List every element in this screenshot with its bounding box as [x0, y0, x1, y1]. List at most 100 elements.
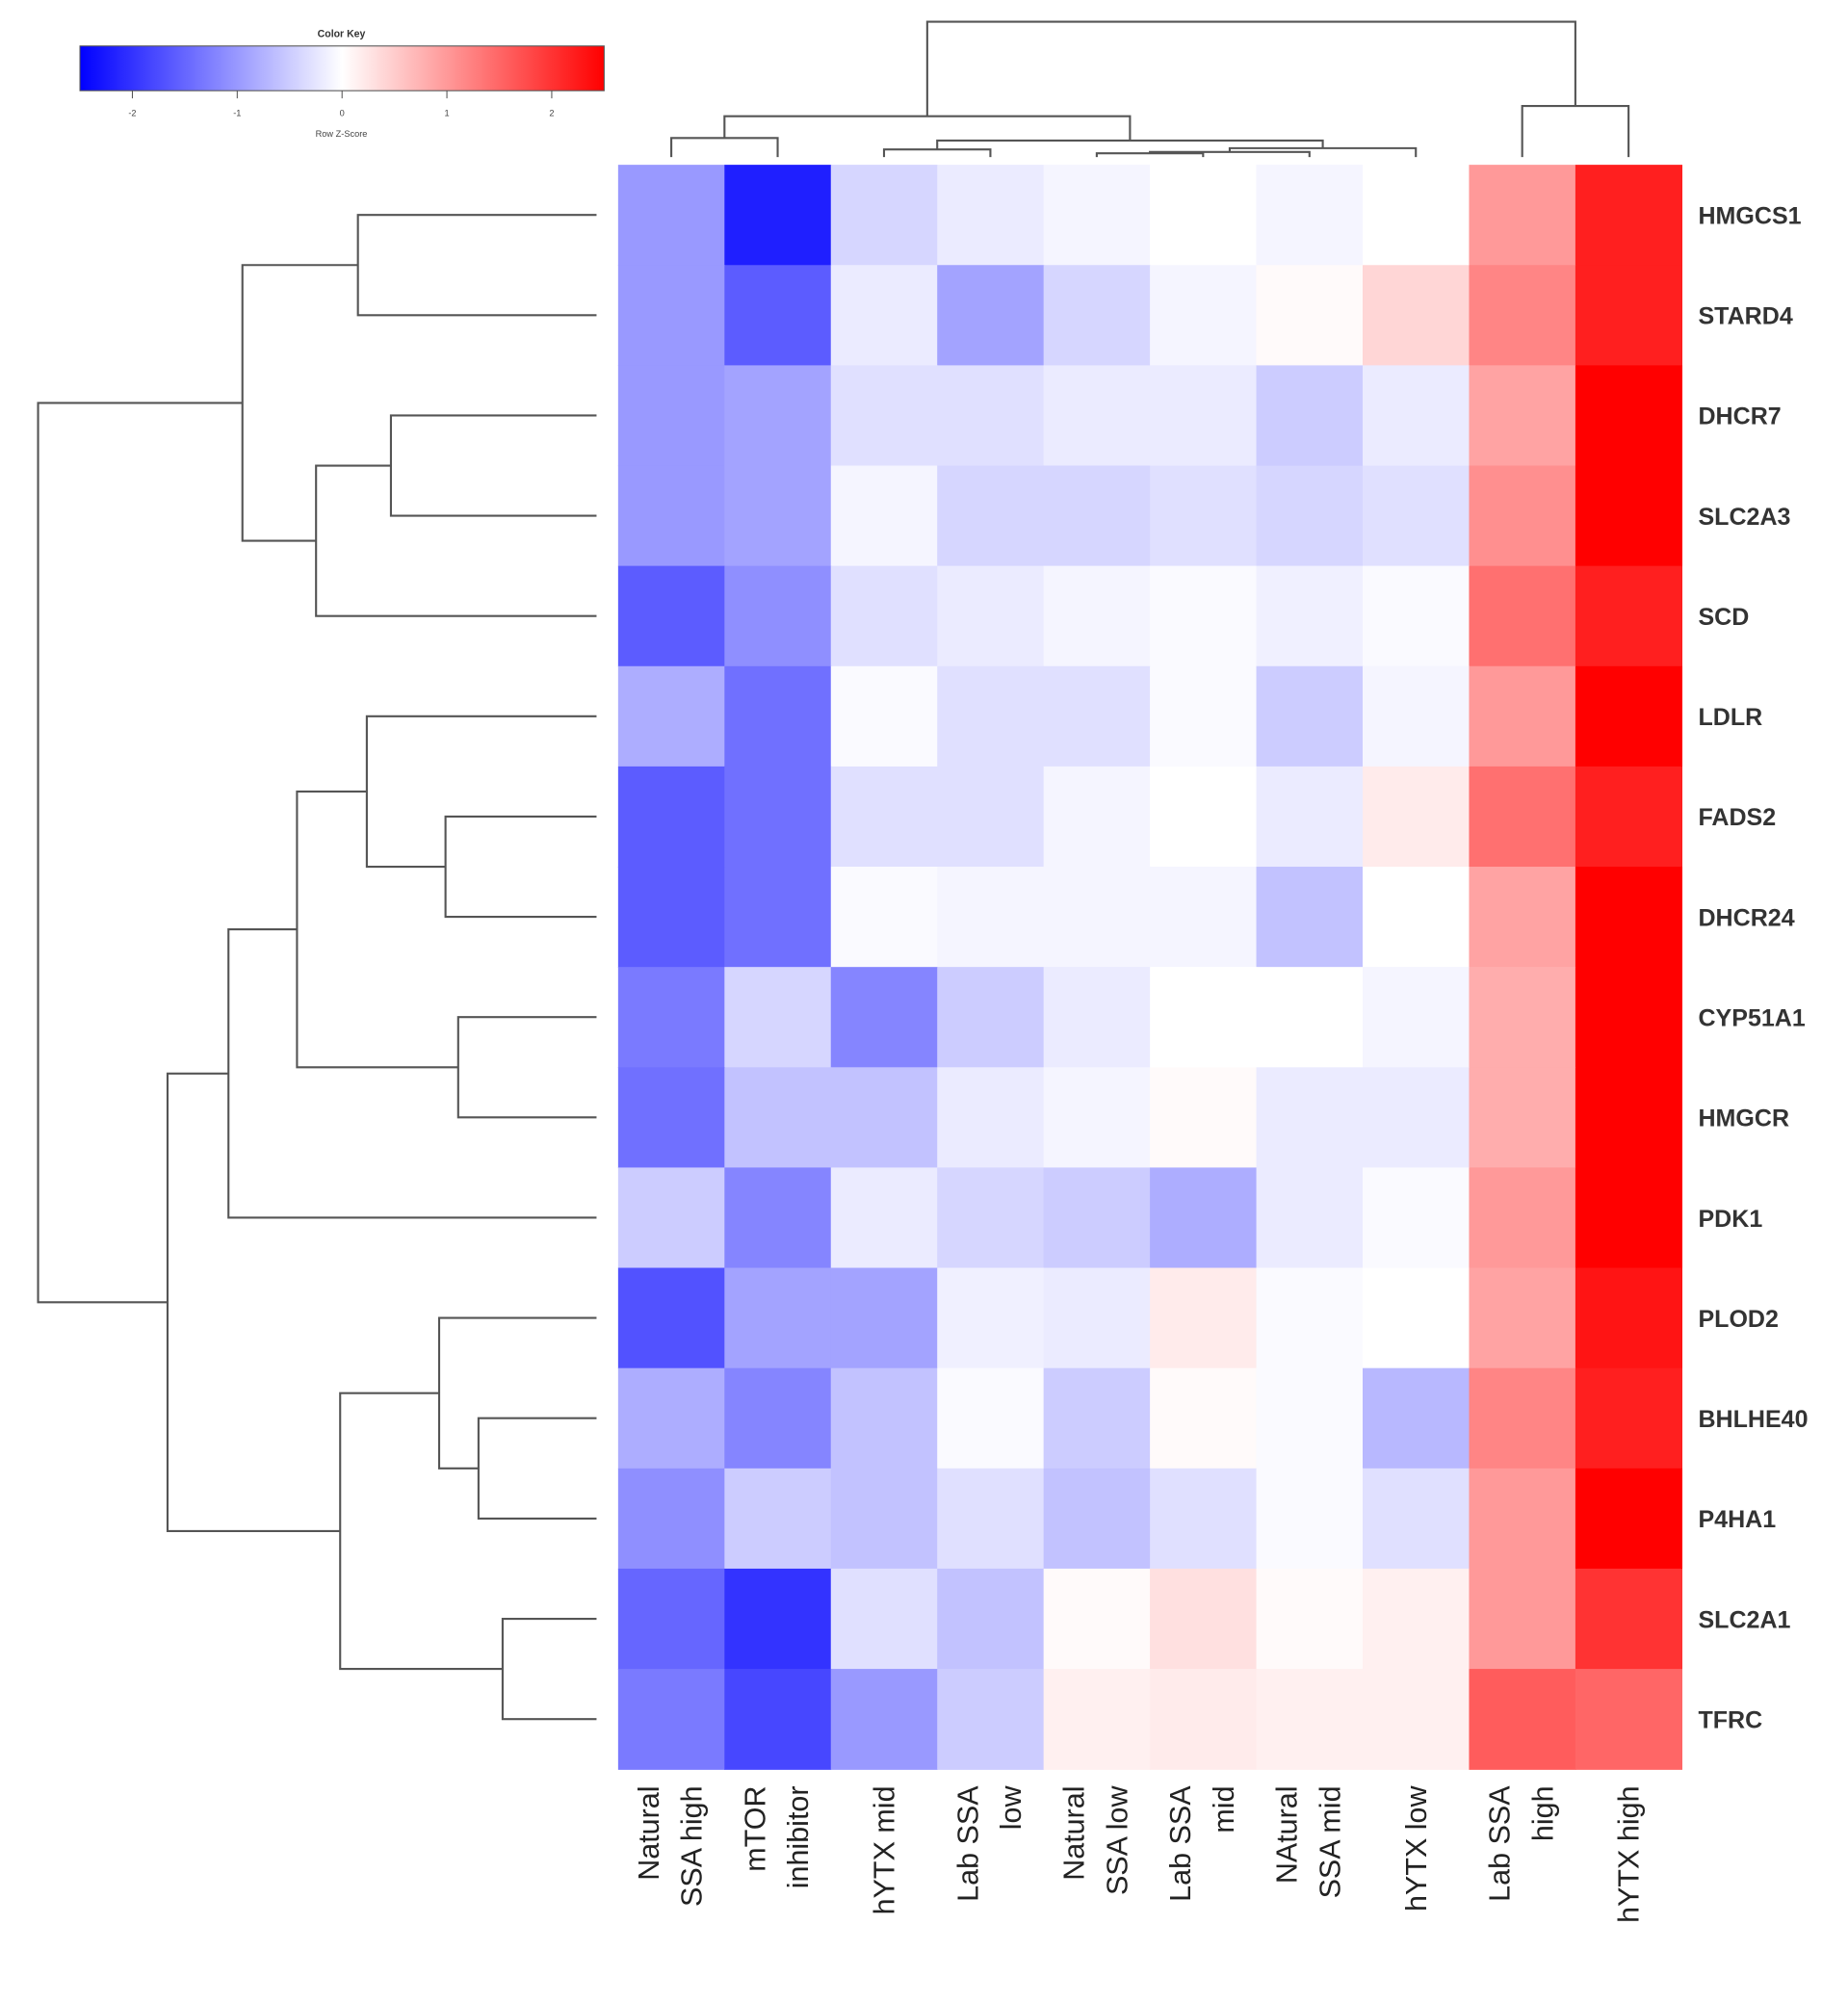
heatmap-cell	[1256, 365, 1364, 467]
heatmap-cell	[1363, 665, 1471, 767]
heatmap-cell	[830, 967, 938, 1068]
heatmap-cell	[1043, 1367, 1151, 1470]
row-label: DHCR7	[1698, 403, 1781, 430]
heatmap-cell	[1043, 867, 1151, 968]
heatmap-cell	[1575, 1167, 1683, 1269]
heatmap-cell	[830, 1067, 938, 1169]
heatmap-cell	[1575, 1568, 1683, 1670]
heatmap-cell	[937, 665, 1045, 767]
heatmap-cell	[1256, 1669, 1364, 1770]
heatmap-cell	[1469, 766, 1576, 868]
heatmap-cell	[1363, 1367, 1471, 1470]
row-dendrogram-branch	[365, 715, 597, 869]
heatmap-cell	[937, 465, 1045, 567]
heatmap-cell	[1043, 1669, 1151, 1770]
heatmap-cell	[1363, 265, 1471, 367]
heatmap-cell	[1150, 1067, 1258, 1169]
heatmap-cell	[1363, 1568, 1471, 1670]
heatmap-cell	[1575, 967, 1683, 1068]
heatmap-cell	[1256, 1568, 1364, 1670]
row-label: SLC2A3	[1698, 504, 1790, 531]
heatmap-cell	[1575, 1367, 1683, 1470]
heatmap-cell	[937, 1367, 1045, 1470]
heatmap-cell	[1043, 1167, 1151, 1269]
row-label: PLOD2	[1698, 1306, 1778, 1333]
heatmap-cell	[1363, 867, 1471, 968]
heatmap-cell	[1575, 766, 1683, 868]
column-label: Natural SSA high	[633, 1785, 709, 1907]
heatmap-cell	[724, 465, 832, 567]
heatmap-cell	[1575, 1067, 1683, 1169]
heatmap-cell	[724, 1468, 832, 1570]
heatmap-cell	[1150, 967, 1258, 1068]
row-label: CYP51A1	[1698, 1004, 1805, 1031]
column-label: mTOR inhibitor	[739, 1785, 815, 1888]
row-labels: HMGCS1 STARD4 DHCR7 SLC2A3 SCD LDLR FADS2 DHCR2…	[1698, 202, 1808, 1733]
column-label-line: SSA mid	[1314, 1785, 1346, 1898]
row-dendrogram	[37, 214, 597, 1721]
heatmap-cell	[1469, 1267, 1576, 1369]
row-label: SCD	[1698, 604, 1749, 631]
heatmap-cell	[1256, 565, 1364, 667]
row-label: DHCR24	[1698, 904, 1794, 931]
heatmap-cell	[1575, 867, 1683, 968]
heatmap-cell	[1469, 1669, 1576, 1770]
column-label-line: hYTX low	[1400, 1784, 1433, 1912]
column-label-line: Natural	[633, 1785, 665, 1880]
column-label: hYTX low	[1400, 1784, 1433, 1912]
heatmap-cell	[724, 867, 832, 968]
heatmap-cell	[830, 1367, 938, 1470]
heatmap-cell	[830, 365, 938, 467]
heatmap-cell	[1150, 1468, 1258, 1570]
row-dendrogram-branch	[456, 1016, 597, 1119]
heatmap-cell	[1469, 465, 1576, 567]
row-dendrogram-branch	[166, 1072, 341, 1532]
heatmap-cell	[1469, 265, 1576, 367]
heatmap-cell	[1043, 565, 1151, 667]
heatmap-cell	[724, 1267, 832, 1369]
heatmap-cell	[937, 1568, 1045, 1670]
row-label: HMGCR	[1698, 1106, 1789, 1132]
heatmap-cell	[724, 1568, 832, 1670]
heatmap-cell	[1256, 1267, 1364, 1369]
heatmap-cell	[1469, 665, 1576, 767]
heatmap-cell	[1469, 967, 1576, 1068]
heatmap-cell	[1256, 465, 1364, 567]
heatmap-cell	[1150, 165, 1258, 266]
heatmap-cell	[1469, 1568, 1576, 1670]
heatmap-cell	[830, 165, 938, 266]
heatmap-cell	[1575, 1468, 1683, 1570]
heatmap-cell	[1256, 265, 1364, 367]
heatmap-cell	[724, 766, 832, 868]
column-dendrogram	[670, 20, 1630, 158]
heatmap-cell	[1363, 967, 1471, 1068]
heatmap-cell	[1363, 1267, 1471, 1369]
heatmap-cell	[937, 967, 1045, 1068]
heatmap-cell	[1150, 565, 1258, 667]
column-dendrogram-branch	[1149, 150, 1311, 158]
heatmap-cell	[1150, 1267, 1258, 1369]
column-label-line: mid	[1208, 1785, 1240, 1833]
heatmap-cell	[724, 665, 832, 767]
heatmap-cell	[1043, 1267, 1151, 1369]
heatmap-cell	[1043, 265, 1151, 367]
column-label: Natural SSA low	[1058, 1784, 1134, 1895]
heatmap-cell	[937, 1669, 1045, 1770]
heatmap-cell	[830, 465, 938, 567]
color-key-tick-label: -1	[233, 109, 241, 118]
heatmap-cell	[617, 565, 725, 667]
heatmap-cell	[1363, 1669, 1471, 1770]
column-label-line: Natural	[1058, 1785, 1091, 1880]
heatmap-cell	[1363, 766, 1471, 868]
row-dendrogram-branch	[437, 1316, 597, 1470]
row-label: P4HA1	[1698, 1506, 1776, 1533]
color-key-gradient	[79, 45, 605, 91]
row-label: PDK1	[1698, 1206, 1762, 1233]
heatmap-cell	[617, 665, 725, 767]
column-label-line: Lab SSA	[1164, 1785, 1197, 1902]
column-label: hYTX high	[1613, 1785, 1646, 1922]
row-dendrogram-branch	[444, 815, 597, 919]
heatmap-cell	[1575, 265, 1683, 367]
